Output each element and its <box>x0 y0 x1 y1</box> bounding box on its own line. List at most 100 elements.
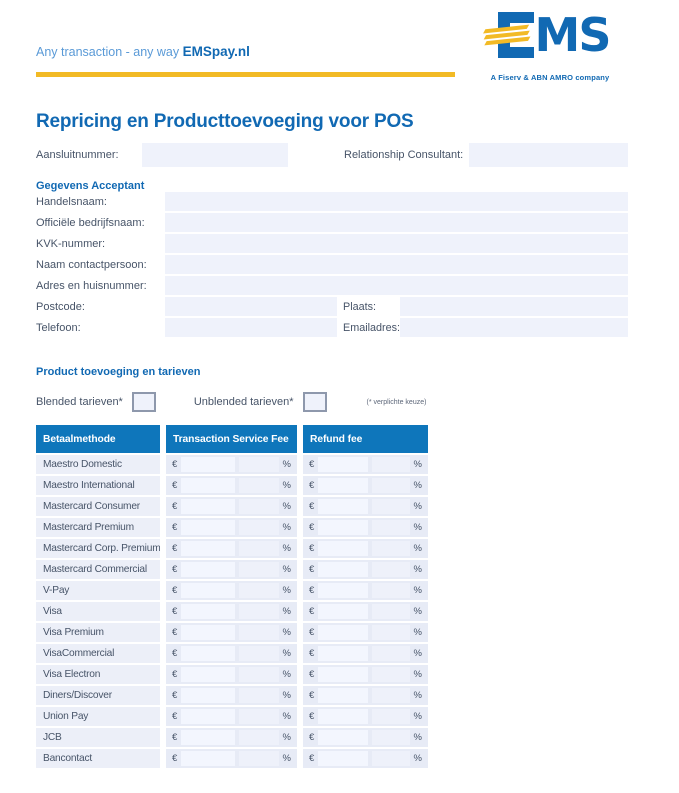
column-header-refund-fee: Refund fee <box>303 425 428 453</box>
transaction-service-fee-percent-input[interactable] <box>238 499 279 514</box>
refund-fee-percent-input[interactable] <box>372 604 410 619</box>
transaction-service-fee-fee-cell: €% <box>166 623 297 642</box>
refund-fee-amount-input[interactable] <box>318 604 369 619</box>
plaats-input[interactable] <box>400 297 628 316</box>
payment-method-cell: JCB <box>36 728 160 747</box>
transaction-service-fee-amount-input[interactable] <box>181 583 235 598</box>
naam-contactpersoon-input[interactable] <box>165 255 628 274</box>
percent-symbol: % <box>282 606 291 617</box>
transaction-service-fee-percent-input[interactable] <box>238 478 279 493</box>
refund-fee-amount-input[interactable] <box>318 688 369 703</box>
refund-fee-percent-input[interactable] <box>372 625 410 640</box>
table-row: Visa Premium €% €% <box>36 623 428 642</box>
refund-fee-amount-input[interactable] <box>318 457 369 472</box>
refund-fee-amount-input[interactable] <box>318 625 369 640</box>
transaction-service-fee-amount-input[interactable] <box>181 562 235 577</box>
refund-fee-percent-input[interactable] <box>372 646 410 661</box>
transaction-service-fee-amount-input[interactable] <box>181 478 235 493</box>
refund-fee-amount-input[interactable] <box>318 478 369 493</box>
transaction-service-fee-amount-input[interactable] <box>181 646 235 661</box>
officiele-bedrijfsnaam-input[interactable] <box>165 213 628 232</box>
percent-symbol: % <box>282 564 291 575</box>
euro-symbol: € <box>172 648 178 659</box>
refund-fee-amount-input[interactable] <box>318 730 369 745</box>
refund-fee-amount-input[interactable] <box>318 541 369 556</box>
transaction-service-fee-amount-input[interactable] <box>181 457 235 472</box>
refund-fee-amount-input[interactable] <box>318 520 369 535</box>
refund-fee-percent-input[interactable] <box>372 667 410 682</box>
refund-fee-fee-cell: €% <box>303 707 428 726</box>
blended-checkbox[interactable] <box>131 392 156 412</box>
refund-fee-amount-input[interactable] <box>318 709 369 724</box>
refund-fee-percent-input[interactable] <box>372 709 410 724</box>
adres-en-huisnummer-input[interactable] <box>165 276 628 295</box>
form-row-handelsnaam: Handelsnaam: <box>36 192 628 211</box>
refund-fee-amount-input[interactable] <box>318 562 369 577</box>
transaction-service-fee-percent-input[interactable] <box>238 688 279 703</box>
transaction-service-fee-percent-input[interactable] <box>238 541 279 556</box>
naam-contactpersoon-label: Naam contactpersoon: <box>36 258 147 271</box>
refund-fee-fee-cell: €% <box>303 455 428 474</box>
table-row: V-Pay €% €% <box>36 581 428 600</box>
euro-symbol: € <box>172 669 178 680</box>
euro-symbol: € <box>309 480 315 491</box>
postcode-input[interactable] <box>165 297 337 316</box>
transaction-service-fee-percent-input[interactable] <box>238 730 279 745</box>
euro-symbol: € <box>309 627 315 638</box>
page-title: Repricing en Producttoevoeging voor POS <box>36 111 414 132</box>
refund-fee-amount-input[interactable] <box>318 751 369 766</box>
refund-fee-amount-input[interactable] <box>318 499 369 514</box>
section-heading-product-tarieven: Product toevoeging en tarieven <box>36 366 201 378</box>
transaction-service-fee-amount-input[interactable] <box>181 520 235 535</box>
transaction-service-fee-percent-input[interactable] <box>238 562 279 577</box>
refund-fee-percent-input[interactable] <box>372 457 410 472</box>
transaction-service-fee-percent-input[interactable] <box>238 751 279 766</box>
transaction-service-fee-amount-input[interactable] <box>181 751 235 766</box>
transaction-service-fee-percent-input[interactable] <box>238 646 279 661</box>
transaction-service-fee-percent-input[interactable] <box>238 709 279 724</box>
refund-fee-amount-input[interactable] <box>318 667 369 682</box>
percent-symbol: % <box>282 627 291 638</box>
transaction-service-fee-percent-input[interactable] <box>238 667 279 682</box>
transaction-service-fee-percent-input[interactable] <box>238 583 279 598</box>
transaction-service-fee-amount-input[interactable] <box>181 625 235 640</box>
table-row: Mastercard Commercial €% €% <box>36 560 428 579</box>
transaction-service-fee-amount-input[interactable] <box>181 499 235 514</box>
transaction-service-fee-percent-input[interactable] <box>238 604 279 619</box>
refund-fee-percent-input[interactable] <box>372 583 410 598</box>
table-row: Visa Electron €% €% <box>36 665 428 684</box>
handelsnaam-input[interactable] <box>165 192 628 211</box>
top-fields-row: Aansluitnummer: Relationship Consultant: <box>36 143 628 167</box>
emailadres-input[interactable] <box>400 318 628 337</box>
transaction-service-fee-amount-input[interactable] <box>181 709 235 724</box>
aansluitnummer-input[interactable] <box>142 143 288 167</box>
refund-fee-percent-input[interactable] <box>372 499 410 514</box>
refund-fee-percent-input[interactable] <box>372 520 410 535</box>
transaction-service-fee-amount-input[interactable] <box>181 541 235 556</box>
relationship-consultant-input[interactable] <box>469 143 628 167</box>
refund-fee-percent-input[interactable] <box>372 688 410 703</box>
refund-fee-percent-input[interactable] <box>372 751 410 766</box>
slogan-text: Any transaction - any way <box>36 45 180 59</box>
refund-fee-percent-input[interactable] <box>372 541 410 556</box>
transaction-service-fee-amount-input[interactable] <box>181 688 235 703</box>
refund-fee-amount-input[interactable] <box>318 583 369 598</box>
transaction-service-fee-amount-input[interactable] <box>181 604 235 619</box>
refund-fee-percent-input[interactable] <box>372 478 410 493</box>
kvk-nummer-input[interactable] <box>165 234 628 253</box>
transaction-service-fee-amount-input[interactable] <box>181 667 235 682</box>
transaction-service-fee-percent-input[interactable] <box>238 520 279 535</box>
adres-en-huisnummer-label: Adres en huisnummer: <box>36 279 147 292</box>
transaction-service-fee-percent-input[interactable] <box>238 625 279 640</box>
refund-fee-fee-cell: €% <box>303 518 428 537</box>
telefoon-input[interactable] <box>165 318 337 337</box>
percent-symbol: % <box>413 711 422 722</box>
refund-fee-amount-input[interactable] <box>318 646 369 661</box>
refund-fee-percent-input[interactable] <box>372 562 410 577</box>
refund-fee-percent-input[interactable] <box>372 730 410 745</box>
percent-symbol: % <box>282 543 291 554</box>
unblended-checkbox[interactable] <box>302 392 327 412</box>
transaction-service-fee-amount-input[interactable] <box>181 730 235 745</box>
transaction-service-fee-percent-input[interactable] <box>238 457 279 472</box>
